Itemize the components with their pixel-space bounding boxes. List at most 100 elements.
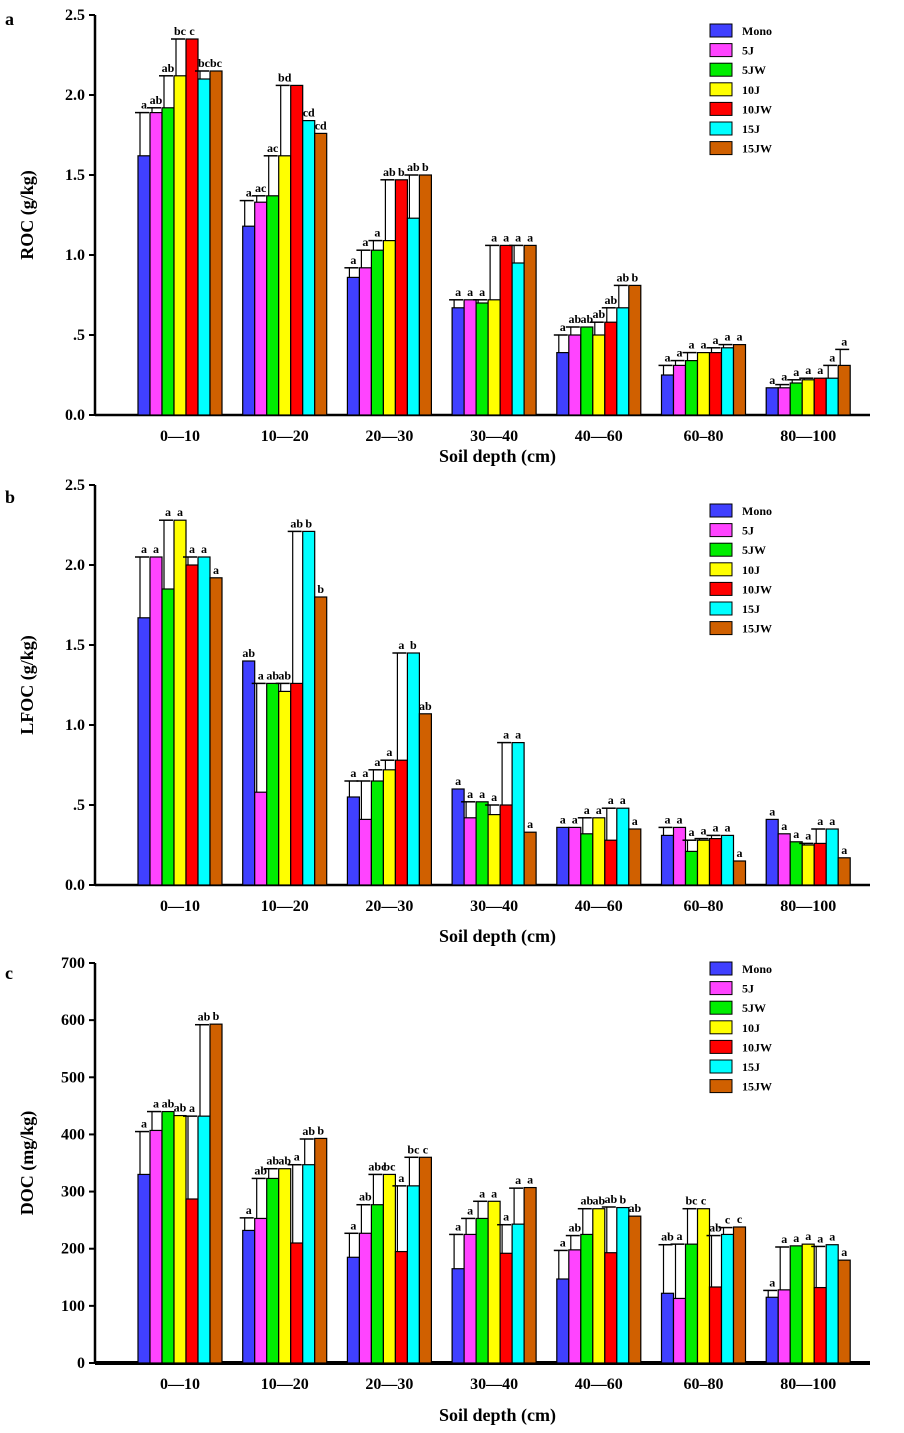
significance-letter: a	[213, 563, 219, 577]
bar-5J	[463, 1233, 477, 1364]
x-tick-label: 20—30	[365, 898, 413, 915]
panel-b: b 0.0 .5 1.0 1.5 2.0 2.5 LFOC (g/kg) Soil depth …	[5, 477, 870, 947]
bar-Mono	[137, 617, 151, 886]
bar-5J	[463, 299, 477, 416]
significance-letter: abc	[368, 1159, 387, 1173]
y-axis-title: DOC (mg/kg)	[17, 1111, 38, 1216]
bar-5JW	[789, 1245, 803, 1364]
bar-5JW	[580, 326, 594, 416]
significance-letter: ab	[419, 699, 432, 713]
significance-letter: a	[829, 814, 835, 828]
bar-10J	[278, 690, 292, 886]
significance-letter: b	[422, 160, 429, 174]
significance-letter: a	[677, 346, 683, 360]
significance-letter: bc	[407, 1142, 420, 1156]
bar-10JW	[604, 1252, 618, 1364]
legend-label: Mono	[742, 504, 772, 518]
bar-Mono	[137, 1173, 151, 1364]
significance-letter: a	[350, 1218, 356, 1232]
bar-10J	[173, 1114, 187, 1364]
bar-10JW	[185, 38, 199, 416]
x-tick-label: 20—30	[365, 428, 413, 445]
significance-letter: ab	[580, 1194, 593, 1208]
significance-letter: a	[503, 728, 509, 742]
panel-a: a 0.0 .5 1.0 1.5 2.0 2.5 ROC (g/kg) Soil depth (…	[5, 7, 870, 467]
bar-Mono	[765, 818, 779, 886]
legend-swatch-Mono	[709, 503, 733, 518]
significance-letter: a	[189, 1101, 195, 1115]
bar-5J	[254, 1217, 268, 1364]
legend-label: 5J	[742, 982, 754, 996]
x-tick-label: 30—40	[470, 898, 518, 915]
legend-swatch-10JW	[709, 101, 733, 116]
bar-5J	[568, 826, 582, 886]
y-tick-label: 400	[61, 1126, 85, 1143]
legend-label: Mono	[742, 24, 772, 38]
significance-letter: a	[769, 804, 775, 818]
bar-15J	[616, 807, 630, 886]
significance-letter: ac	[255, 181, 267, 195]
significance-letter: ab	[254, 1163, 267, 1177]
significance-letter: b	[619, 1193, 626, 1207]
bar-15J	[511, 741, 525, 886]
significance-letter: a	[491, 1186, 497, 1200]
bar-5JW	[475, 302, 489, 416]
significance-letter: ab	[604, 1192, 617, 1206]
significance-letter: ab	[616, 270, 629, 284]
significance-letter: a	[350, 766, 356, 780]
bar-5JW	[370, 780, 384, 886]
bar-Mono	[660, 374, 675, 416]
significance-letter: ab	[198, 1010, 211, 1024]
bar-Mono	[346, 796, 360, 886]
bar-15J	[825, 377, 839, 416]
bar-Mono	[556, 826, 570, 886]
legend-swatch-5J	[709, 523, 733, 538]
bar-5J	[254, 791, 268, 886]
bar-15J	[197, 556, 211, 886]
legend-swatch-10J	[709, 1020, 733, 1035]
significance-letter: ab	[592, 307, 605, 321]
bar-10JW	[499, 244, 513, 416]
significance-letter: a	[467, 1203, 473, 1217]
significance-letter: a	[665, 812, 671, 826]
y-axis-title: LFOC (g/kg)	[17, 635, 38, 735]
significance-letter: ab	[162, 1097, 175, 1111]
bar-10JW	[604, 839, 618, 886]
significance-letter: a	[374, 755, 380, 769]
significance-letter: a	[725, 330, 731, 344]
significance-letter: a	[527, 817, 533, 831]
y-tick-label: 700	[61, 955, 85, 972]
bar-5JW	[580, 1233, 594, 1364]
bar-10JW	[708, 1286, 723, 1364]
x-tick-label: 60–80	[684, 898, 724, 915]
x-tick-label: 60–80	[684, 1376, 724, 1393]
significance-letter: a	[841, 843, 847, 857]
significance-letter: a	[467, 285, 473, 299]
significance-letter: a	[201, 542, 207, 556]
significance-letter: a	[141, 98, 147, 112]
bar-5J	[358, 1232, 372, 1364]
bar-15J	[720, 834, 735, 886]
bar-10JW	[290, 682, 304, 886]
y-tick-label: .5	[73, 797, 85, 814]
significance-letter: a	[398, 638, 404, 652]
bar-15JW	[418, 713, 432, 886]
legend-swatch-5JW	[709, 1000, 733, 1015]
legend-swatch-10J	[709, 562, 733, 577]
significance-letter: b	[305, 516, 312, 530]
legend-label: 10J	[742, 563, 760, 577]
significance-letter: a	[479, 787, 485, 801]
x-tick-label: 80—100	[780, 428, 836, 445]
bar-10J	[382, 240, 396, 416]
bar-10JW	[499, 1252, 513, 1364]
significance-letter: a	[737, 330, 743, 344]
bar-Mono	[451, 307, 465, 416]
bar-10JW	[499, 804, 513, 886]
legend-swatch-5J	[709, 43, 733, 58]
legend-swatch-5JW	[709, 542, 733, 557]
bar-15J	[302, 1164, 316, 1364]
significance-letter: a	[189, 542, 195, 556]
x-tick-label: 0—10	[160, 428, 200, 445]
bar-5J	[777, 1289, 791, 1364]
bar-5J	[672, 826, 687, 886]
